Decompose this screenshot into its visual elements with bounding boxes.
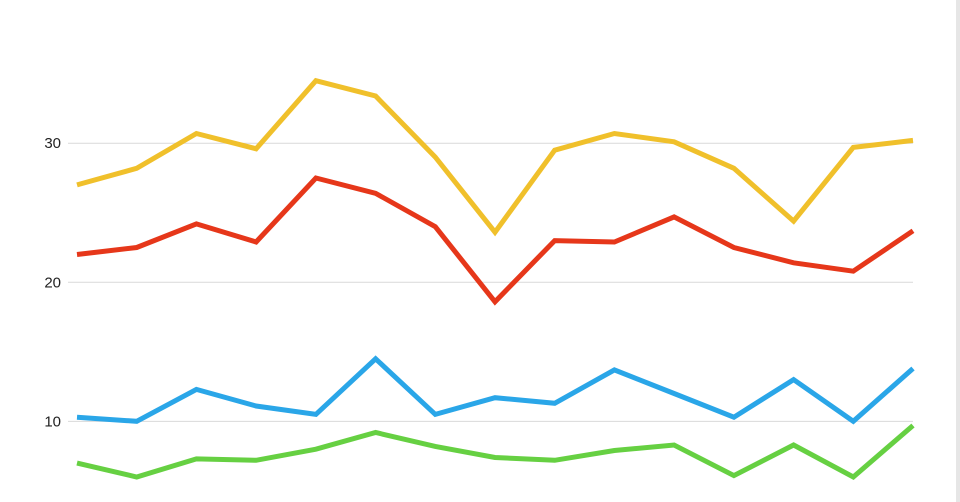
series-line-4 xyxy=(76,423,915,481)
series-line-3 xyxy=(76,355,915,425)
y-tick-label-10: 10 xyxy=(44,413,61,430)
series-lines xyxy=(76,77,915,481)
right-edge-border xyxy=(956,0,960,502)
y-axis-ticks: 10 20 30 xyxy=(44,135,61,430)
series-line-1 xyxy=(76,77,914,237)
gridlines xyxy=(68,142,913,422)
y-tick-label-30: 30 xyxy=(44,135,61,152)
y-tick-label-20: 20 xyxy=(44,274,61,291)
series-line-2 xyxy=(76,175,915,306)
